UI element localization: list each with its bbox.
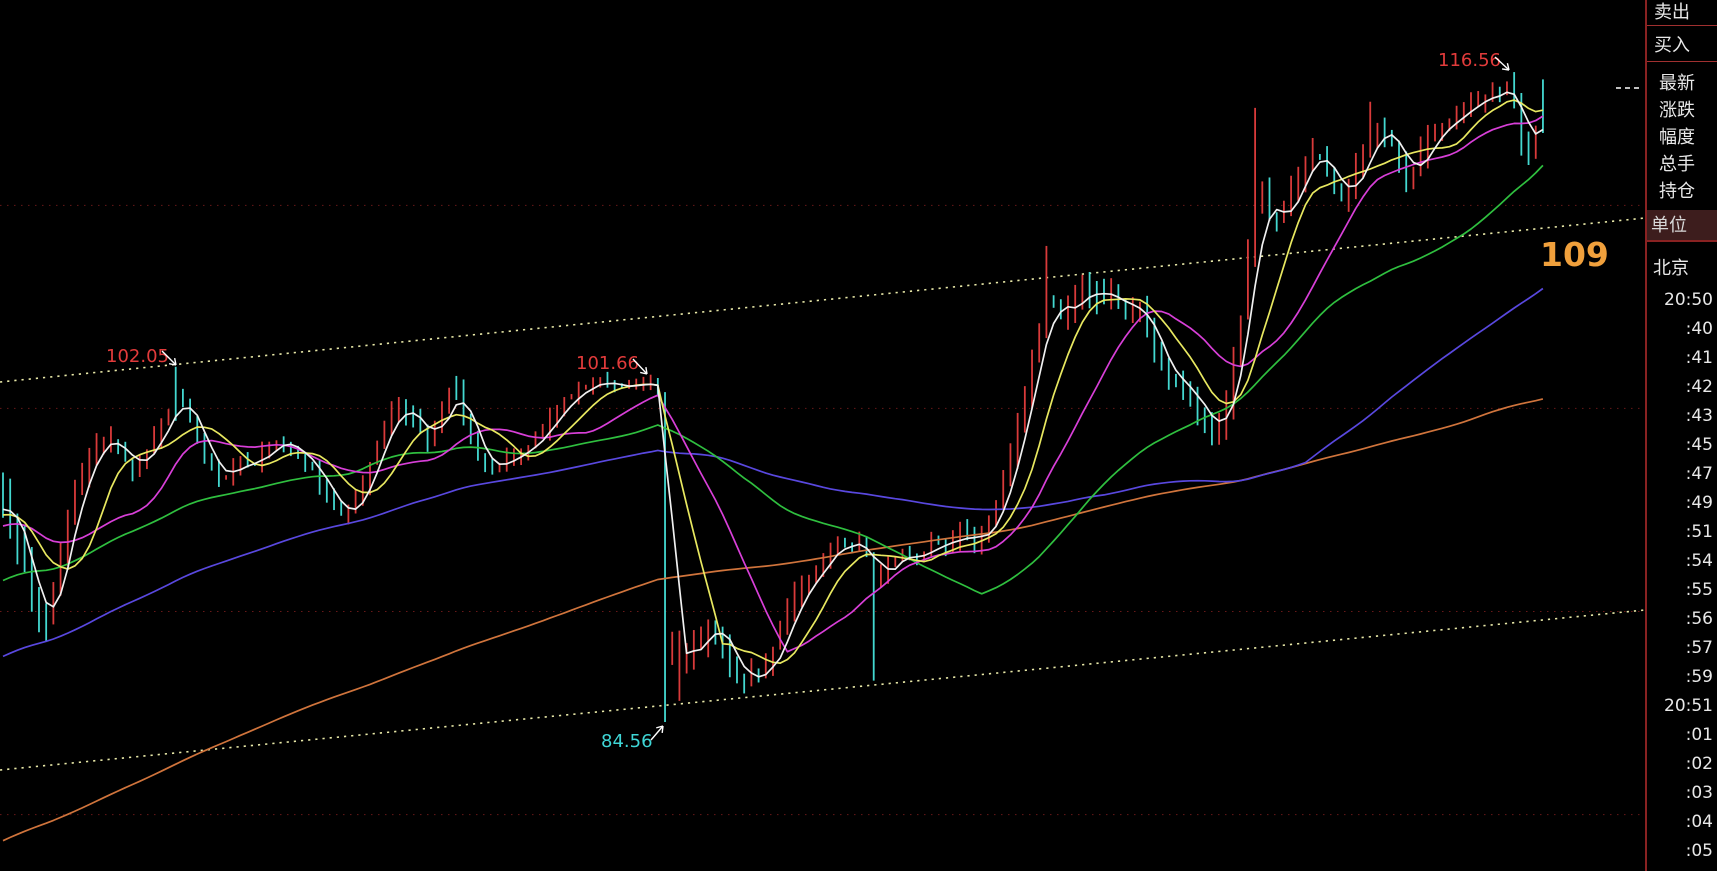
annotation-arrow (632, 358, 648, 375)
tick-time: :56 (1685, 609, 1713, 629)
quote-fields: 最新 涨跌 幅度 总手 持仓 (1647, 70, 1717, 205)
tick-time: :40 (1685, 319, 1713, 339)
trend-channel-line[interactable] (0, 217, 1645, 383)
tick-time: 20:50 (1664, 290, 1713, 310)
tick-time: :55 (1685, 580, 1713, 600)
field-latest: 最新 (1659, 73, 1695, 94)
annotation-arrowhead (173, 357, 177, 366)
field-change: 涨跌 (1659, 100, 1695, 121)
tick-time: :57 (1685, 638, 1713, 658)
tick-time: :02 (1685, 754, 1713, 774)
tick-time: :42 (1685, 377, 1713, 397)
annotation-arrow (1494, 56, 1510, 71)
buy-button[interactable]: 买入 (1647, 26, 1717, 62)
timezone-label: 北京 (1653, 258, 1689, 279)
tick-time: :49 (1685, 493, 1713, 513)
price-annotation: 101.66 (576, 353, 639, 374)
tick-time: :01 (1685, 725, 1713, 745)
quote-panel: 卖出 买入 最新 涨跌 幅度 总手 持仓 单位 北京 20:50 :40 :41 :4… (1645, 0, 1717, 871)
sell-button[interactable]: 卖出 (1647, 0, 1717, 26)
field-volume: 总手 (1659, 154, 1695, 175)
tick-time: :54 (1685, 551, 1713, 571)
annotation-arrow (650, 725, 664, 741)
ma-magenta (2, 115, 1544, 653)
price-annotation: 109 (1540, 235, 1609, 274)
ma-yellow (2, 99, 1544, 664)
tick-time: :59 (1685, 667, 1713, 687)
tick-time: :51 (1685, 522, 1713, 542)
tick-time-list: 20:50 :40 :41 :42 :43 :45 :47 :49 :51 :54 :55 :56 :5… (1647, 286, 1717, 866)
ma-blue (2, 287, 1544, 658)
tick-time: :41 (1685, 348, 1713, 368)
tick-time: :04 (1685, 812, 1713, 832)
field-amplitude: 幅度 (1659, 127, 1695, 148)
ma-white-fast (2, 91, 1544, 678)
annotation-arrowhead (1506, 63, 1510, 71)
tick-time: :45 (1685, 435, 1713, 455)
annotation-arrowhead (168, 362, 177, 366)
price-annotation: 116.56 (1438, 50, 1501, 71)
tick-time: :43 (1685, 406, 1713, 426)
price-chart[interactable]: 102.05 101.66 84.56 116.56 109 (0, 0, 1645, 871)
annotation-arrow (161, 350, 177, 366)
annotation-arrowhead (640, 371, 648, 375)
annotation-arrowhead (656, 725, 664, 729)
tick-time: 20:51 (1664, 696, 1713, 716)
field-openint: 持仓 (1659, 181, 1695, 202)
price-annotation: 84.56 (601, 731, 653, 752)
annotation-arrowhead (645, 366, 648, 375)
annotation-arrowhead (1501, 68, 1510, 71)
tick-time: :03 (1685, 783, 1713, 803)
tick-time: :05 (1685, 841, 1713, 861)
tick-time: :47 (1685, 464, 1713, 484)
ma-green (2, 164, 1544, 595)
price-annotation: 102.05 (106, 346, 169, 367)
trend-channel-line[interactable] (0, 609, 1645, 771)
candlestick-chart-canvas[interactable]: 102.05 101.66 84.56 116.56 109 (0, 0, 1645, 871)
annotation-arrowhead (661, 725, 664, 734)
unit-row[interactable]: 单位 (1647, 210, 1717, 242)
